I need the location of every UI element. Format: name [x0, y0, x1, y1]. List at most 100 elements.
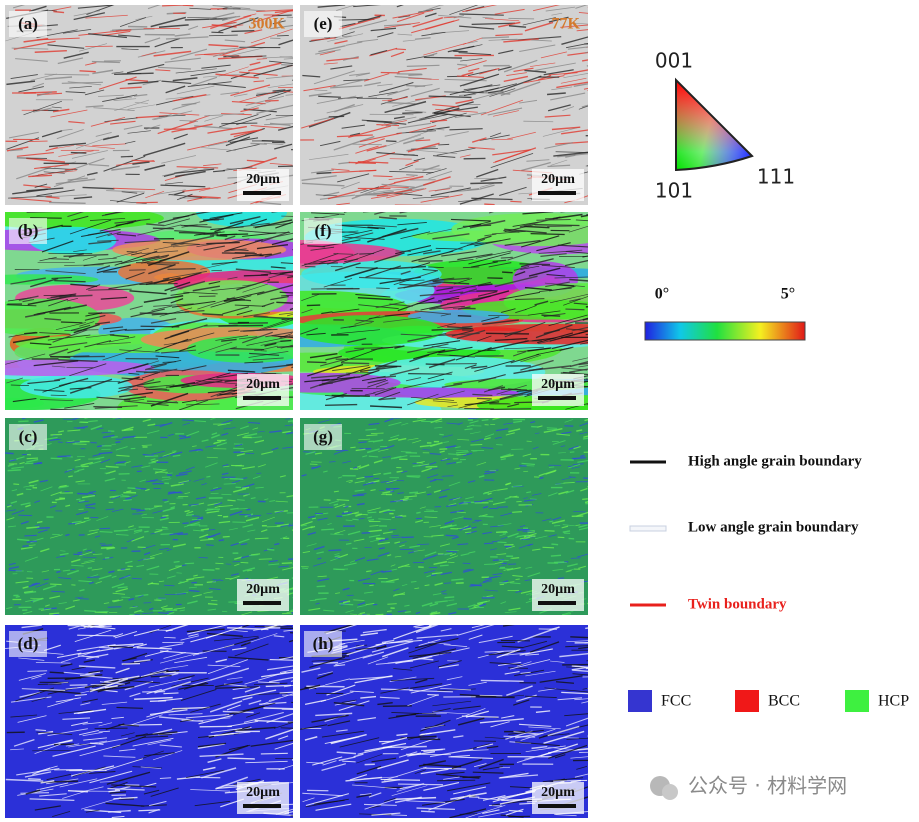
- streak: [242, 284, 257, 287]
- streak: [413, 625, 425, 628]
- streak: [471, 137, 487, 143]
- streak: [89, 678, 129, 693]
- streak: [50, 433, 63, 436]
- streak: [96, 396, 131, 401]
- streak: [272, 20, 286, 25]
- streak: [543, 329, 560, 335]
- streak: [578, 524, 588, 528]
- streak: [178, 470, 192, 475]
- streak: [333, 529, 346, 535]
- streak: [206, 241, 240, 245]
- streak: [49, 505, 57, 509]
- streak: [110, 28, 122, 32]
- streak: [479, 603, 487, 607]
- streak: [58, 150, 94, 157]
- streak: [538, 249, 583, 254]
- ipf-001: 001: [655, 49, 693, 73]
- streak: [246, 712, 261, 718]
- streak: [254, 350, 267, 352]
- streak: [279, 669, 293, 673]
- streak: [457, 60, 487, 70]
- streak: [359, 611, 366, 615]
- streak: [421, 602, 433, 607]
- streak: [301, 524, 307, 527]
- streak: [151, 459, 159, 463]
- streak: [20, 792, 50, 794]
- streak: [399, 129, 434, 142]
- streak: [321, 730, 365, 738]
- streak: [446, 504, 457, 507]
- streak: [164, 584, 175, 587]
- streak: [433, 390, 465, 400]
- streak: [93, 107, 135, 111]
- streak: [20, 502, 31, 506]
- streak: [416, 511, 421, 514]
- ipf-101: 101: [655, 179, 693, 203]
- streak: [175, 170, 206, 178]
- streak: [315, 803, 352, 811]
- streak: [256, 58, 268, 60]
- streak: [168, 272, 202, 284]
- streak: [270, 24, 293, 30]
- streak: [439, 564, 449, 567]
- streak: [170, 235, 215, 246]
- streak: [347, 337, 367, 344]
- streak: [92, 69, 114, 75]
- streak: [257, 464, 266, 468]
- streak: [376, 645, 387, 650]
- streak: [160, 605, 168, 609]
- streak: [390, 564, 396, 567]
- streak: [205, 445, 216, 448]
- streak: [144, 752, 175, 757]
- streak: [576, 747, 588, 751]
- streak: [258, 558, 272, 560]
- streak: [134, 696, 173, 700]
- streak: [102, 30, 131, 37]
- streak: [522, 212, 554, 215]
- streak: [488, 394, 524, 403]
- streak: [136, 647, 172, 650]
- streak: [248, 699, 262, 705]
- streak: [345, 519, 353, 521]
- streak: [411, 250, 454, 263]
- streak: [51, 365, 66, 368]
- streak: [75, 465, 86, 468]
- streak: [104, 477, 116, 482]
- streak: [281, 64, 293, 66]
- streak: [578, 12, 588, 14]
- streak: [53, 175, 86, 188]
- streak: [131, 252, 142, 256]
- streak: [357, 15, 382, 23]
- streak: [467, 604, 476, 608]
- streak: [82, 494, 95, 499]
- streak: [380, 778, 421, 781]
- streak: [10, 696, 52, 703]
- streak: [257, 431, 265, 433]
- streak: [371, 193, 403, 199]
- streak: [338, 756, 356, 762]
- streak: [407, 249, 433, 256]
- streak: [518, 723, 552, 727]
- streak: [80, 797, 122, 810]
- streak: [189, 7, 211, 10]
- streak: [377, 552, 390, 557]
- streak: [126, 63, 165, 74]
- streak: [362, 455, 368, 458]
- streak: [561, 36, 588, 45]
- streak: [12, 397, 37, 403]
- streak: [245, 633, 278, 644]
- streak: [519, 263, 551, 266]
- streak: [197, 742, 227, 748]
- streak: [190, 703, 221, 713]
- streak: [438, 495, 448, 499]
- streak: [232, 253, 262, 259]
- streak: [247, 569, 253, 572]
- streak: [7, 469, 21, 472]
- streak: [332, 364, 370, 372]
- streak: [48, 342, 88, 349]
- streak: [369, 47, 398, 57]
- streak: [487, 340, 529, 351]
- streak: [207, 758, 222, 763]
- streak: [159, 744, 182, 748]
- streak: [150, 675, 172, 678]
